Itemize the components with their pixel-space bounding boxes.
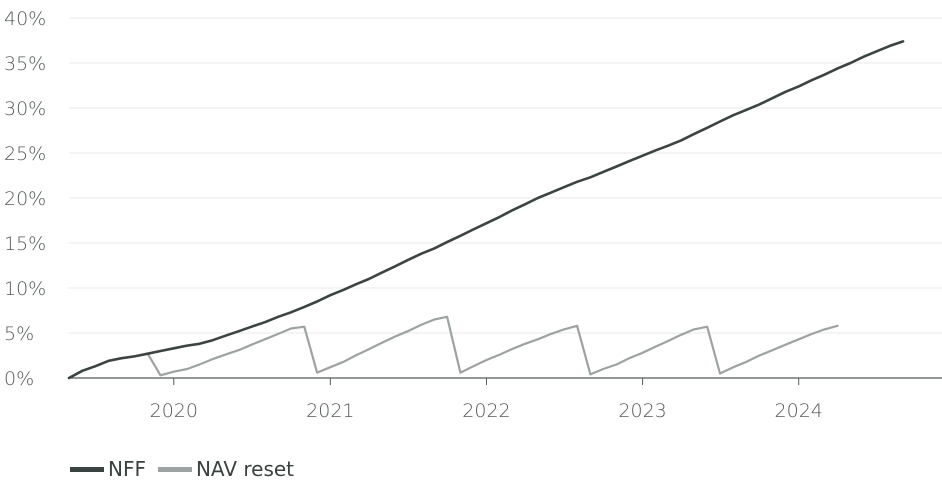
- y-tick-label: 5%: [4, 323, 34, 345]
- series-line-nav-reset: [67, 315, 839, 380]
- y-tick-label: 20%: [4, 188, 46, 210]
- y-tick-label: 10%: [4, 278, 46, 300]
- legend-item-nff: NFF: [70, 457, 146, 481]
- y-tick-label: 40%: [4, 8, 46, 30]
- legend-swatch-nff: [70, 466, 104, 472]
- legend-label-nff: NFF: [108, 457, 146, 481]
- legend: NFF NAV reset: [70, 456, 306, 482]
- y-tick-label: 35%: [4, 53, 46, 75]
- x-axis: 2020 2021 2022 2023 2024: [69, 377, 942, 422]
- x-tick-label: 2020: [150, 400, 198, 422]
- legend-label-nav-reset: NAV reset: [195, 457, 295, 481]
- x-tick-label: 2021: [306, 400, 354, 422]
- x-tick-label: 2022: [462, 400, 510, 422]
- y-tick-label: 30%: [4, 98, 46, 120]
- x-tick-label: 2024: [775, 400, 823, 422]
- legend-item-nav-reset: NAV reset: [157, 457, 295, 481]
- plot-lines: [67, 40, 905, 380]
- series-line-nff: [67, 40, 905, 380]
- gridlines: [69, 17, 942, 334]
- x-tick-label: 2023: [618, 400, 666, 422]
- y-tick-label: 25%: [4, 143, 46, 165]
- legend-swatch-nav-reset: [157, 466, 192, 472]
- y-tick-label: 0%: [4, 368, 34, 390]
- y-tick-label: 15%: [4, 233, 46, 255]
- y-axis: 0% 5% 10% 15% 20% 25% 30% 35% 40%: [4, 8, 46, 390]
